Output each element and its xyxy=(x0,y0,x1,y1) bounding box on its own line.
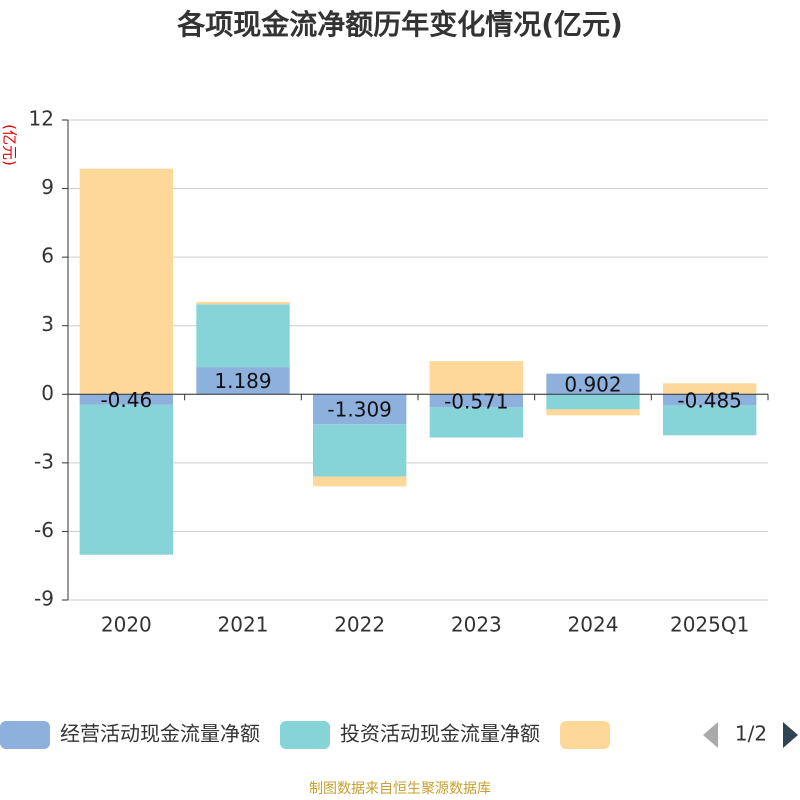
legend-swatch xyxy=(0,721,50,749)
data-label: -0.571 xyxy=(444,389,508,413)
legend-swatch xyxy=(560,721,610,749)
y-tick-label: 3 xyxy=(41,312,54,336)
legend-swatch xyxy=(280,721,330,749)
bar xyxy=(79,394,173,405)
bar xyxy=(196,304,290,368)
bar xyxy=(546,373,640,395)
legend-prev[interactable] xyxy=(703,722,718,748)
y-tick-label: -6 xyxy=(34,518,54,542)
y-tick-label: 0 xyxy=(41,381,54,405)
bar xyxy=(663,383,757,395)
bar xyxy=(546,394,640,410)
chart-title: 各项现金流净额历年变化情况(亿元) xyxy=(176,8,623,41)
legend-label: 投资活动现金流量净额 xyxy=(340,722,540,746)
bar xyxy=(546,409,640,416)
bar xyxy=(313,424,407,477)
x-tick-label: 2021 xyxy=(218,613,269,637)
y-tick-label: -9 xyxy=(34,587,54,611)
bar xyxy=(196,301,290,305)
x-tick-label: 2023 xyxy=(451,613,502,637)
data-label: -0.46 xyxy=(100,388,152,412)
bar xyxy=(663,405,757,436)
x-tick-label: 2020 xyxy=(101,613,152,637)
x-tick-label: 2025Q1 xyxy=(670,613,749,637)
data-label: 1.189 xyxy=(214,369,271,393)
legend-next[interactable] xyxy=(783,722,798,748)
source: 制图数据来自恒生聚源数据库 xyxy=(309,781,491,797)
x-tick-label: 2024 xyxy=(568,613,619,637)
legend-label: 经营活动现金流量净额 xyxy=(60,722,260,746)
y-tick-label: -3 xyxy=(34,449,54,473)
y-tick-label: 9 xyxy=(41,175,54,199)
y-axis-label: (亿元) xyxy=(1,124,19,166)
bar xyxy=(79,168,173,395)
bar xyxy=(196,367,290,395)
bar xyxy=(313,394,407,425)
bar xyxy=(429,394,523,408)
bar xyxy=(429,361,523,395)
data-label: -1.309 xyxy=(327,398,391,422)
y-tick-label: 6 xyxy=(41,244,54,268)
bar xyxy=(429,407,523,438)
x-tick-label: 2022 xyxy=(334,613,385,637)
bar xyxy=(663,394,757,406)
y-tick-label: 12 xyxy=(29,107,54,131)
data-label: 0.902 xyxy=(564,372,621,396)
data-label: -0.485 xyxy=(677,388,741,412)
bar xyxy=(79,404,173,555)
legend-page: 1/2 xyxy=(735,722,767,746)
bar xyxy=(313,476,407,487)
